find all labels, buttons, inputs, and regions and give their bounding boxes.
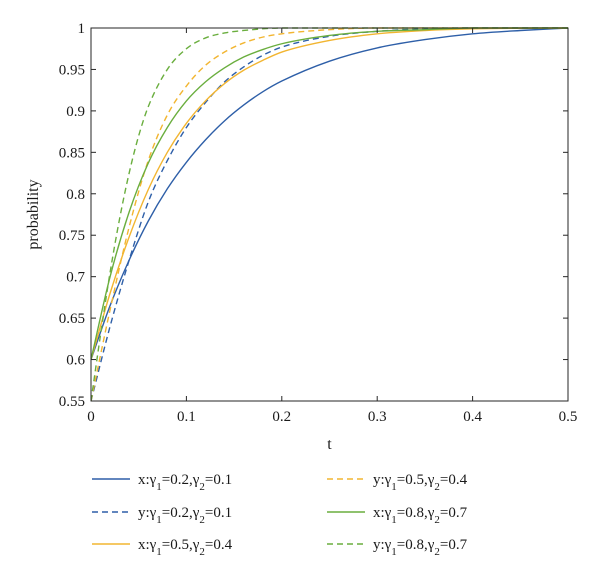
legend: x:γ1=0.2,γ2=0.1 y:γ1=0.2,γ2=0.1 x:γ1=0.5,γ… bbox=[92, 472, 468, 558]
y-tick-label: 0.85 bbox=[59, 145, 85, 161]
x-tick-label: 0.2 bbox=[272, 409, 291, 425]
legend-label: x:γ1=0.8,γ2=0.7 bbox=[373, 505, 468, 526]
legend-label: y:γ1=0.8,γ2=0.7 bbox=[373, 537, 468, 558]
plot-area bbox=[91, 27, 568, 402]
y-tick-label: 0.9 bbox=[66, 104, 85, 120]
legend-item: y:γ1=0.8,γ2=0.7 bbox=[327, 537, 468, 558]
series-line-6 bbox=[91, 27, 568, 402]
y-tick-label: 0.95 bbox=[59, 62, 85, 78]
y-tick-label: 0.7 bbox=[66, 270, 85, 286]
legend-label: y:γ1=0.2,γ2=0.1 bbox=[138, 505, 232, 526]
legend-item: y:γ1=0.5,γ2=0.4 bbox=[327, 472, 468, 493]
legend-item: x:γ1=0.8,γ2=0.7 bbox=[327, 505, 468, 526]
legend-label: y:γ1=0.5,γ2=0.4 bbox=[373, 472, 468, 493]
x-axis: 0 0.1 0.2 0.3 0.4 0.5 bbox=[87, 28, 577, 425]
y-axis-title: probability bbox=[25, 179, 42, 249]
y-tick-label: 0.8 bbox=[66, 187, 85, 203]
y-tick-label: 0.6 bbox=[66, 353, 85, 369]
x-axis-title: t bbox=[327, 436, 332, 453]
legend-item: y:γ1=0.2,γ2=0.1 bbox=[92, 505, 232, 526]
series-line-4 bbox=[91, 27, 568, 402]
legend-label: x:γ1=0.5,γ2=0.4 bbox=[138, 537, 233, 558]
x-tick-label: 0.4 bbox=[463, 409, 482, 425]
series-line-2 bbox=[91, 27, 568, 402]
plot-frame bbox=[90, 27, 569, 402]
y-axis: 0.55 0.6 0.65 0.7 0.75 0.8 0.85 0.9 0.95 1 bbox=[59, 21, 568, 410]
y-tick-label: 0.65 bbox=[59, 311, 85, 327]
y-tick-label: 1 bbox=[78, 21, 86, 37]
x-tick-label: 0.3 bbox=[368, 409, 387, 425]
legend-item: x:γ1=0.5,γ2=0.4 bbox=[92, 537, 233, 558]
series-line-5 bbox=[91, 27, 568, 360]
legend-item: x:γ1=0.2,γ2=0.1 bbox=[92, 472, 232, 493]
series-line-3 bbox=[91, 27, 568, 360]
y-tick-label: 0.75 bbox=[59, 228, 85, 244]
x-tick-label: 0.5 bbox=[559, 409, 578, 425]
series-line-1 bbox=[91, 27, 568, 360]
y-tick-label: 0.55 bbox=[59, 394, 85, 410]
legend-label: x:γ1=0.2,γ2=0.1 bbox=[138, 472, 232, 493]
x-tick-label: 0.1 bbox=[177, 409, 196, 425]
x-tick-label: 0 bbox=[87, 409, 95, 425]
